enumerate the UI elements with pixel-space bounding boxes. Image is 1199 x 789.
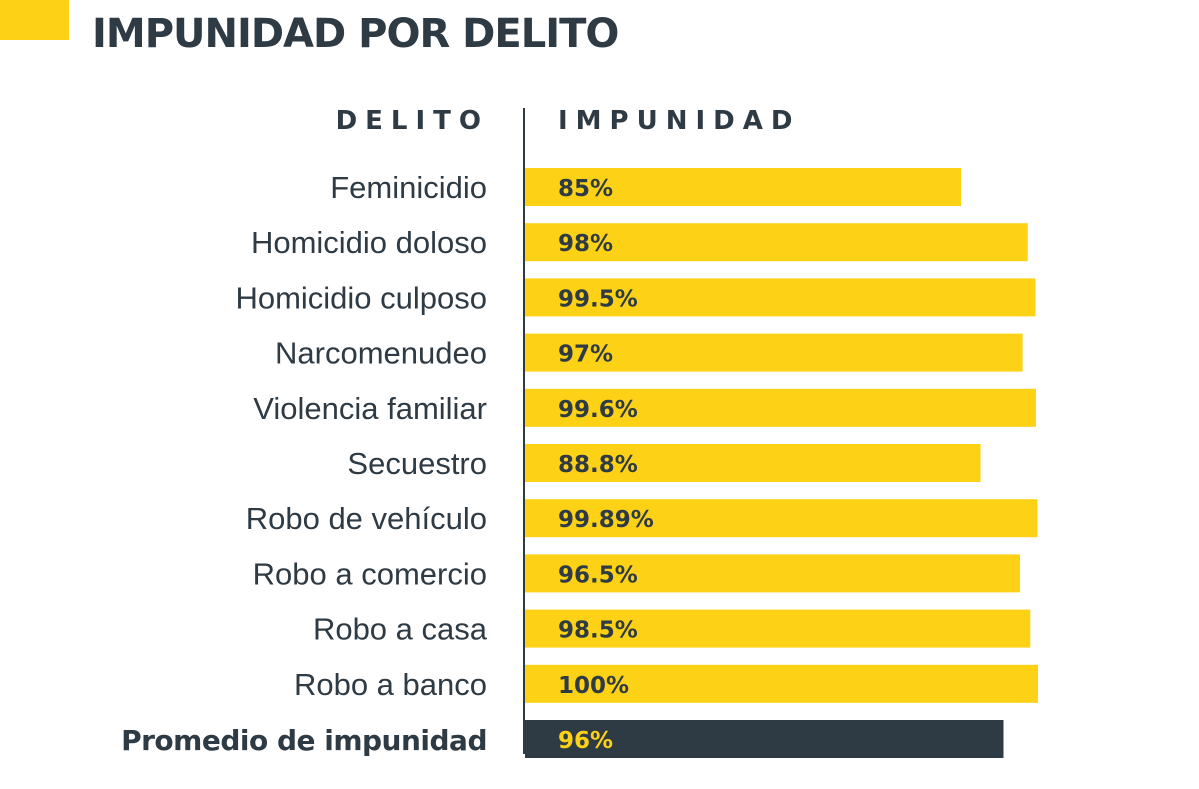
category-label: Secuestro: [347, 446, 487, 481]
category-label: Robo a comercio: [253, 556, 487, 591]
category-label: Homicidio culposo: [235, 280, 487, 315]
bar-1: [525, 168, 962, 206]
bar-10: [525, 664, 1038, 703]
value-label: 99.89%: [558, 507, 654, 533]
bar-average: [525, 720, 1004, 758]
value-label: 99.6%: [558, 397, 638, 423]
value-label: 88.8%: [558, 452, 638, 478]
value-label: 96.5%: [558, 562, 638, 588]
category-label: Robo a casa: [313, 612, 488, 647]
bar-2: [525, 223, 1028, 262]
value-label: 100%: [558, 673, 629, 699]
accent-block: [0, 0, 69, 40]
category-header: DELITO: [335, 106, 489, 136]
bar-9: [525, 609, 1031, 648]
value-label: 97%: [558, 342, 613, 368]
bar-8: [525, 554, 1021, 593]
category-label: Narcomenudeo: [275, 336, 487, 371]
category-label: Violencia familiar: [253, 391, 487, 426]
value-label: 98%: [558, 231, 613, 257]
bar-6: [525, 444, 981, 482]
bar-5: [525, 388, 1036, 427]
category-label: Homicidio doloso: [251, 225, 487, 260]
category-label: Promedio de impunidad: [121, 724, 487, 757]
value-label: 96%: [558, 728, 613, 754]
value-label: 85%: [558, 176, 613, 202]
chart-title: IMPUNIDAD POR DELITO: [92, 11, 619, 57]
category-label: Robo de vehículo: [246, 501, 487, 536]
value-label: 99.5%: [558, 286, 638, 312]
bar-3: [525, 278, 1036, 317]
axis-divider: [523, 108, 525, 754]
value-label: 98.5%: [558, 618, 638, 644]
category-label: Robo a banco: [294, 667, 487, 702]
bar-4: [525, 333, 1023, 372]
value-header: IMPUNIDAD: [558, 106, 801, 136]
bar-7: [525, 499, 1038, 538]
category-label: Feminicidio: [330, 170, 487, 205]
